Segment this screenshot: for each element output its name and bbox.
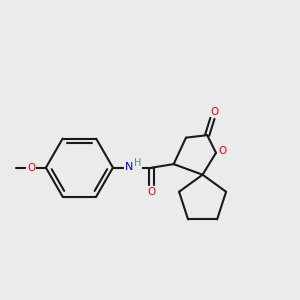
Text: O: O bbox=[218, 146, 226, 156]
Text: O: O bbox=[148, 187, 156, 196]
Text: H: H bbox=[134, 158, 141, 168]
Text: O: O bbox=[27, 163, 35, 172]
Text: N: N bbox=[125, 162, 134, 172]
Text: O: O bbox=[211, 107, 219, 117]
